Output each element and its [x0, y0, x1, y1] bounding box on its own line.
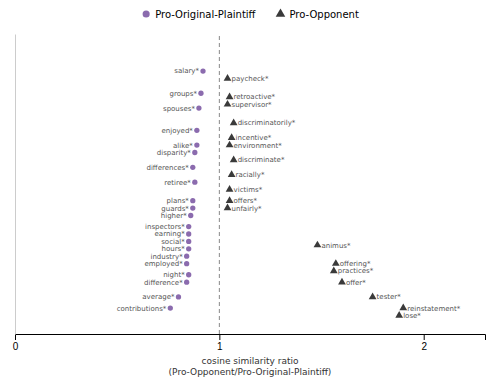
- point: [226, 141, 234, 148]
- y-axis-line: [15, 35, 16, 335]
- point: [176, 294, 181, 299]
- point-label: higher*: [161, 212, 187, 220]
- point: [369, 292, 377, 299]
- point: [184, 261, 189, 266]
- point: [192, 150, 197, 155]
- point-label: discriminate*: [238, 156, 285, 164]
- point: [184, 254, 189, 259]
- x-tick-mark: [15, 334, 16, 340]
- reference-line: [219, 34, 220, 334]
- point: [226, 196, 234, 203]
- point-label: environment*: [234, 142, 283, 150]
- point: [194, 142, 199, 147]
- x-tick: 0: [13, 334, 19, 352]
- point-labels: salary*groups*spouses*enjoyed*alike*disp…: [117, 67, 461, 319]
- point: [168, 305, 173, 310]
- x-tick-mark: [424, 334, 425, 340]
- legend-marker: [143, 10, 150, 17]
- point-label: animus*: [321, 242, 351, 250]
- point: [338, 278, 346, 285]
- point-label: tester*: [377, 293, 402, 301]
- point: [226, 92, 234, 99]
- point-label: unfairly*: [232, 205, 263, 213]
- x-tick: 1: [217, 334, 223, 352]
- point: [200, 68, 205, 73]
- x-tick-mark: [219, 334, 220, 340]
- point: [399, 304, 407, 311]
- legend-label: Pro-Original-Plaintiff: [155, 9, 256, 20]
- point-label: disparity*: [157, 149, 191, 157]
- point: [314, 241, 322, 248]
- x-tick-label: 1: [217, 341, 223, 352]
- point: [186, 246, 191, 251]
- point: [230, 155, 238, 162]
- point: [186, 239, 191, 244]
- x-tick-label: 2: [421, 341, 427, 352]
- point-label: spouses*: [163, 105, 195, 113]
- point-label: racially*: [236, 171, 265, 179]
- point-label: paycheck*: [232, 75, 269, 83]
- point-label: contributions*: [117, 305, 167, 313]
- point-label: salary*: [174, 67, 199, 75]
- point-label: differences*: [146, 164, 189, 172]
- point: [186, 224, 191, 229]
- point: [395, 311, 403, 318]
- legend-item: Pro-Opponent: [276, 8, 359, 19]
- point: [190, 165, 195, 170]
- legend-label: Pro-Opponent: [289, 9, 358, 20]
- legend-item: Pro-Original-Plaintiff: [143, 9, 257, 20]
- point: [186, 272, 191, 277]
- x-axis-title: cosine similarity ratio(Pro-Opponent/Pro…: [169, 356, 332, 377]
- point: [192, 180, 197, 185]
- point: [228, 133, 236, 140]
- point: [190, 198, 195, 203]
- point: [224, 74, 232, 81]
- legend: Pro-Original-Plaintiff Pro-Opponent: [143, 8, 359, 19]
- x-axis-line: [16, 335, 486, 341]
- point-label: average*: [142, 293, 175, 301]
- point: [224, 204, 232, 211]
- point: [198, 91, 203, 96]
- x-tick: 2: [421, 334, 427, 352]
- point-label: groups*: [169, 90, 197, 98]
- point: [194, 128, 199, 133]
- point-label: victims*: [234, 186, 263, 194]
- point: [226, 185, 234, 192]
- chart: 012salary*groups*spouses*enjoyed*alike*d…: [0, 0, 500, 388]
- point-label: employed*: [144, 260, 183, 268]
- point: [184, 280, 189, 285]
- point: [224, 100, 232, 107]
- point: [228, 170, 236, 177]
- point-label: offer*: [346, 279, 366, 287]
- x-tick-label: 0: [13, 341, 19, 352]
- point-label: discriminatorily*: [238, 119, 296, 127]
- point-label: lose*: [403, 312, 421, 320]
- point: [230, 118, 238, 125]
- legend-marker: [276, 8, 286, 16]
- point: [332, 259, 340, 266]
- point: [196, 105, 201, 110]
- point: [330, 267, 338, 274]
- point-label: difference*: [144, 279, 183, 287]
- plot-area: [168, 34, 407, 334]
- point-label: supervisor*: [232, 101, 273, 109]
- point-label: retiree*: [164, 179, 191, 187]
- y-axis: [15, 35, 16, 335]
- point: [186, 231, 191, 236]
- point-label: enjoyed*: [161, 127, 193, 135]
- point-label: practices*: [338, 267, 374, 275]
- x-axis: 0 1 2: [13, 334, 486, 352]
- point: [190, 205, 195, 210]
- point: [188, 213, 193, 218]
